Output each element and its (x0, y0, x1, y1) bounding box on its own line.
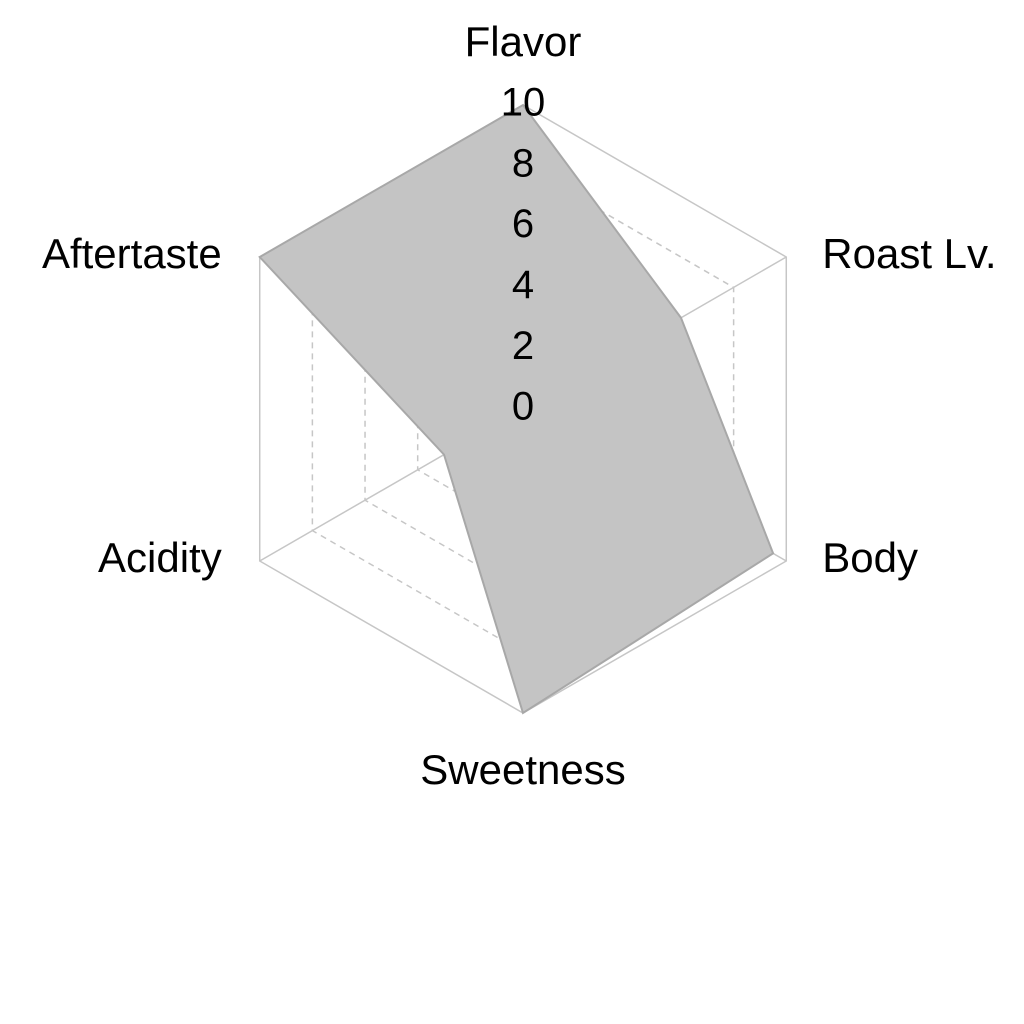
tick-label-2: 2 (512, 324, 534, 368)
axis-label-acidity: Acidity (98, 534, 222, 581)
tick-label-6: 6 (512, 202, 534, 246)
axis-label-roast-lv: Roast Lv. (822, 230, 996, 277)
tick-label-8: 8 (512, 141, 534, 185)
series-area-0 (258, 103, 775, 715)
axis-label-sweetness: Sweetness (420, 746, 625, 793)
tick-layer: 0 2 4 6 8 10 (501, 81, 546, 429)
axis-label-flavor: Flavor (465, 18, 582, 65)
axis-label-body: Body (822, 534, 918, 581)
tick-label-0: 0 (512, 385, 534, 429)
tick-label-10: 10 (501, 81, 546, 125)
tick-label-4: 4 (512, 263, 534, 307)
axis-label-aftertaste: Aftertaste (42, 230, 222, 277)
label-layer: Flavor Roast Lv. Body Sweetness Acidity After… (42, 18, 997, 793)
data-layer (258, 103, 775, 715)
